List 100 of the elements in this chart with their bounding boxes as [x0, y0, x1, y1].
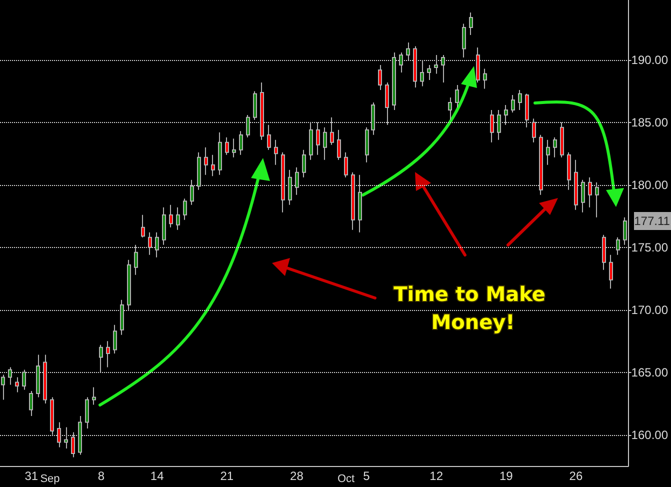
x-tick-label: 12: [430, 469, 444, 483]
candlestick: [211, 154, 215, 177]
x-tick-label: 28: [290, 469, 304, 483]
candlestick: [344, 152, 348, 178]
y-tick-label: 190.00: [631, 52, 668, 67]
candlestick: [358, 174, 362, 233]
text: Oct: [337, 473, 355, 485]
candlestick: [218, 132, 222, 176]
candlestick: [469, 12, 473, 36]
candlestick: [323, 126, 327, 160]
candlestick: [169, 204, 173, 228]
candlestick: [365, 126, 369, 163]
candlestick: [602, 234, 606, 270]
candlestick: [511, 94, 515, 113]
candlestick: [525, 93, 529, 128]
candlestick: [281, 152, 285, 213]
candlestick: [64, 426, 68, 450]
candlestick: [50, 396, 54, 436]
candlestick: [155, 232, 159, 258]
text: Sep: [40, 473, 60, 485]
candlestick: [225, 136, 229, 156]
candlestick: [392, 52, 396, 110]
candlestick: [539, 134, 543, 196]
candlestick: [204, 146, 208, 176]
candlestick: [462, 23, 466, 58]
candlestick: [148, 232, 152, 256]
candlestick: [127, 259, 131, 310]
candlestick: [581, 179, 585, 213]
candlestick: [595, 182, 599, 218]
candlestick: [574, 159, 578, 210]
candlestick: [546, 139, 550, 166]
candlestick: [253, 90, 257, 120]
candlestick: [441, 54, 445, 83]
candlestick: [15, 376, 19, 393]
x-tick-label: 19: [499, 469, 514, 483]
x-tick-label: 31: [24, 469, 38, 483]
y-tick-label: 175.00: [631, 240, 668, 254]
candlestick: [85, 396, 89, 430]
candlestick: [57, 422, 61, 448]
candlestick: [532, 118, 536, 143]
x-tick-label: 14: [150, 469, 164, 483]
candlestick: [267, 124, 271, 150]
candlestick: [609, 254, 613, 290]
candlestick: [274, 139, 278, 166]
x-tick-label: 26: [569, 469, 583, 483]
candlestick: [190, 179, 194, 206]
candlestick: [99, 344, 103, 373]
candlestick: [385, 82, 389, 126]
candlestick: [330, 116, 334, 146]
candlestick: [43, 354, 47, 404]
candlestick: [1, 374, 5, 400]
candlestick: [302, 149, 306, 178]
candlestick: [92, 386, 96, 406]
candlestick: [197, 152, 201, 190]
candlestick: [71, 432, 75, 458]
candlestick: [455, 84, 459, 108]
x-tick-label: 5: [363, 469, 370, 483]
candlestick: [316, 122, 320, 156]
text: 177.11: [634, 214, 670, 228]
candlestick: [239, 130, 243, 156]
candlestick: [232, 138, 236, 158]
candlestick: [434, 54, 438, 74]
x-tick-label: 21: [220, 469, 234, 483]
candlestick: [399, 52, 403, 73]
candlestick: [22, 369, 26, 390]
candlestick: [295, 166, 299, 196]
candlestick: [36, 354, 40, 398]
candlestick: [113, 324, 117, 354]
candlestick: [420, 59, 424, 87]
candlestick: [553, 136, 557, 158]
candlestick: [309, 122, 313, 160]
candlestick: [371, 102, 375, 136]
candlestick: [8, 366, 12, 386]
candlestick: [497, 109, 501, 140]
candlestick: [351, 172, 355, 230]
candlestick: [413, 46, 417, 88]
candlestick: [176, 206, 180, 230]
candlestick: [588, 176, 592, 208]
candlestick: [504, 104, 508, 126]
candlestick: [141, 214, 145, 238]
candlestick: [337, 129, 341, 160]
annotation: Time to Make Money!: [394, 282, 552, 334]
y-tick-label: 185.00: [631, 115, 668, 130]
candlestick: [78, 416, 82, 456]
candlestick: [427, 64, 431, 80]
candlestick: [29, 390, 33, 417]
y-tick-label: 170.00: [631, 302, 668, 317]
candlestick: [246, 114, 250, 138]
candlestick: [162, 206, 166, 246]
y-tick-label: 165.00: [631, 365, 668, 380]
candlestick: [560, 122, 564, 158]
candlestick: [490, 109, 494, 143]
candlestick: [567, 152, 571, 190]
y-tick-label: 160.00: [631, 428, 668, 442]
candlestick: [260, 82, 264, 140]
y-tick-label: 180.00: [631, 178, 668, 192]
candlestick: [616, 236, 620, 256]
candlestick: [623, 216, 627, 246]
candlestick: [483, 68, 487, 90]
x-tick-label: 8: [98, 469, 105, 483]
